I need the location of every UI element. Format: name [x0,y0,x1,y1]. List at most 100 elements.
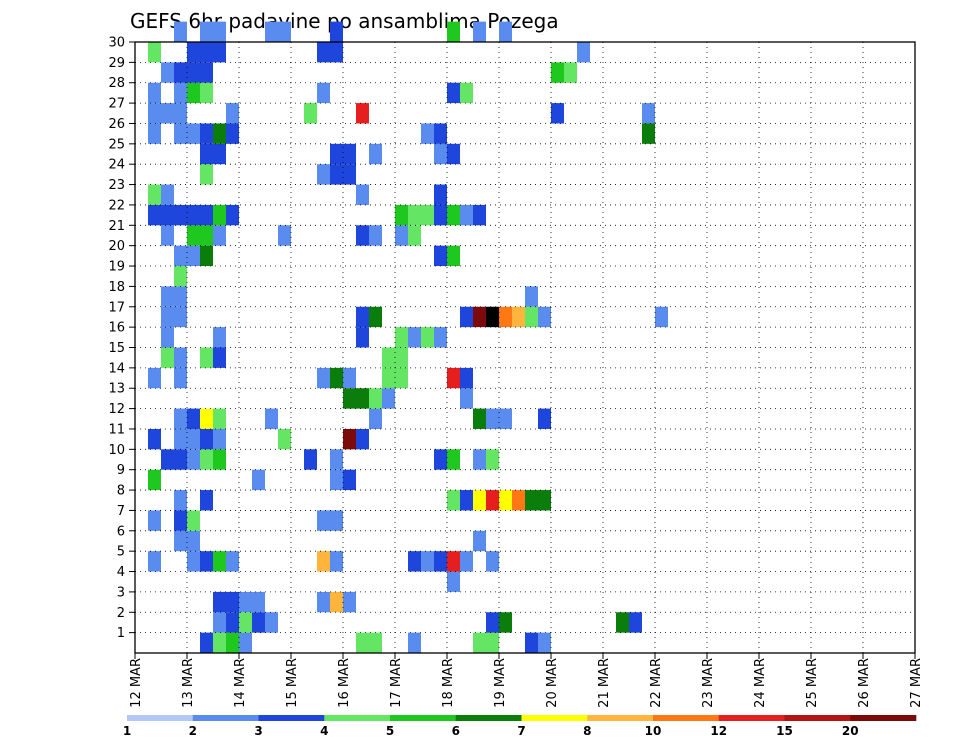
grid-lines [135,42,915,653]
heatmap-cell [213,612,226,633]
heatmap-cell [499,21,512,42]
heatmap-cell [395,327,408,348]
y-tick-label: 25 [108,137,125,152]
heatmap-cell [525,632,538,653]
y-tick-label: 1 [117,626,125,641]
heatmap-cell [330,449,343,470]
heatmap-cell [317,82,330,104]
colorbar-swatch [521,715,588,721]
x-tick-label: 23 MAR [701,658,716,708]
heatmap-cell [447,245,460,267]
colorbar-swatch [784,715,851,721]
heatmap-cell [213,123,226,144]
heatmap-cell [200,449,213,470]
heatmap-cell [213,449,226,470]
heatmap-cell [434,123,447,144]
heatmap-cell [408,225,421,246]
heatmap-cell [473,408,486,429]
heatmap-cell [382,388,395,409]
y-tick-label: 3 [117,585,125,600]
heatmap-cell [343,469,356,491]
heatmap-cell [317,367,330,389]
heatmap-cell [161,103,174,124]
heatmap-cell [174,367,187,389]
heatmap-cell [395,367,408,389]
colorbar-swatch [192,715,259,721]
y-tick-label: 5 [117,545,125,560]
heatmap-cell [343,367,356,389]
heatmap-cell [473,530,486,552]
heatmap-cell [148,184,161,205]
x-axis: 12 MAR 13 MAR 14 MAR 15 MAR 16 MAR 17 MAR 18 M… [129,653,924,708]
heatmap-cell [434,327,447,348]
heatmap-cell [356,103,369,124]
heatmap-cell [148,42,161,63]
y-tick-label: 29 [108,56,125,71]
y-tick-label: 14 [108,361,125,376]
heatmap-cell [486,551,499,572]
heatmap-cell [525,306,538,328]
x-tick-label: 17 MAR [389,658,404,708]
heatmap-cell [486,306,499,328]
heatmap-cell [447,204,460,226]
heatmap-cell [187,225,200,246]
colorbar-label: 4 [320,724,328,738]
x-tick-label: 20 MAR [545,658,560,708]
heatmap-cell [447,551,460,572]
heatmap-cell [317,42,330,63]
heatmap-cell [174,245,187,267]
heatmap-cell [356,632,369,653]
heatmap-cell [343,591,356,613]
heatmap-cell [447,21,460,42]
heatmap-cell [317,551,330,572]
heatmap-cell [525,286,538,307]
heatmap-cell [369,306,382,328]
heatmap-cell [330,510,343,531]
heatmap-cell [187,551,200,572]
colorbar-label: 7 [517,724,525,738]
heatmap-cell [434,245,447,267]
heatmap-cell [213,551,226,572]
heatmap-cell [187,82,200,104]
heatmap-cell [460,204,473,226]
heatmap-cell [369,632,382,653]
heatmap-cell [174,62,187,83]
x-tick-label: 26 MAR [857,658,872,708]
heatmap-cell [330,42,343,63]
heatmap-cell [395,204,408,226]
y-tick-label: 10 [108,443,125,458]
heatmap-cell [226,612,239,633]
heatmap-cell [330,469,343,491]
y-tick-label: 28 [108,76,125,91]
heatmap-cell [369,225,382,246]
heatmap-cell [174,204,187,226]
heatmap-cell [408,632,421,653]
heatmap-cell [447,490,460,511]
colorbar-label: 2 [189,724,197,738]
heatmap-cell [356,428,369,450]
heatmap-cell [148,82,161,104]
heatmap-cell [187,62,200,83]
heatmap-cell [148,367,161,389]
heatmap-cell [187,123,200,144]
heatmap-cell [538,632,551,653]
heatmap-cell [148,551,161,572]
x-tick-label: 14 MAR [233,658,248,708]
x-tick-label: 18 MAR [441,658,456,708]
heatmap-cell [460,82,473,104]
heatmap-cell [421,327,434,348]
y-tick-label: 8 [117,484,125,499]
heatmap-cell [174,286,187,307]
heatmap-cell [161,306,174,328]
y-tick-label: 6 [117,524,125,539]
y-tick-label: 21 [108,219,125,234]
heatmap-cell [512,306,525,328]
heatmap-cell [460,306,473,328]
heatmap-cell [434,449,447,470]
heatmap-cell [369,143,382,165]
heatmap-cell [460,551,473,572]
heatmap-cell [356,306,369,328]
heatmap-cell [473,204,486,226]
heatmap-cell [161,204,174,226]
